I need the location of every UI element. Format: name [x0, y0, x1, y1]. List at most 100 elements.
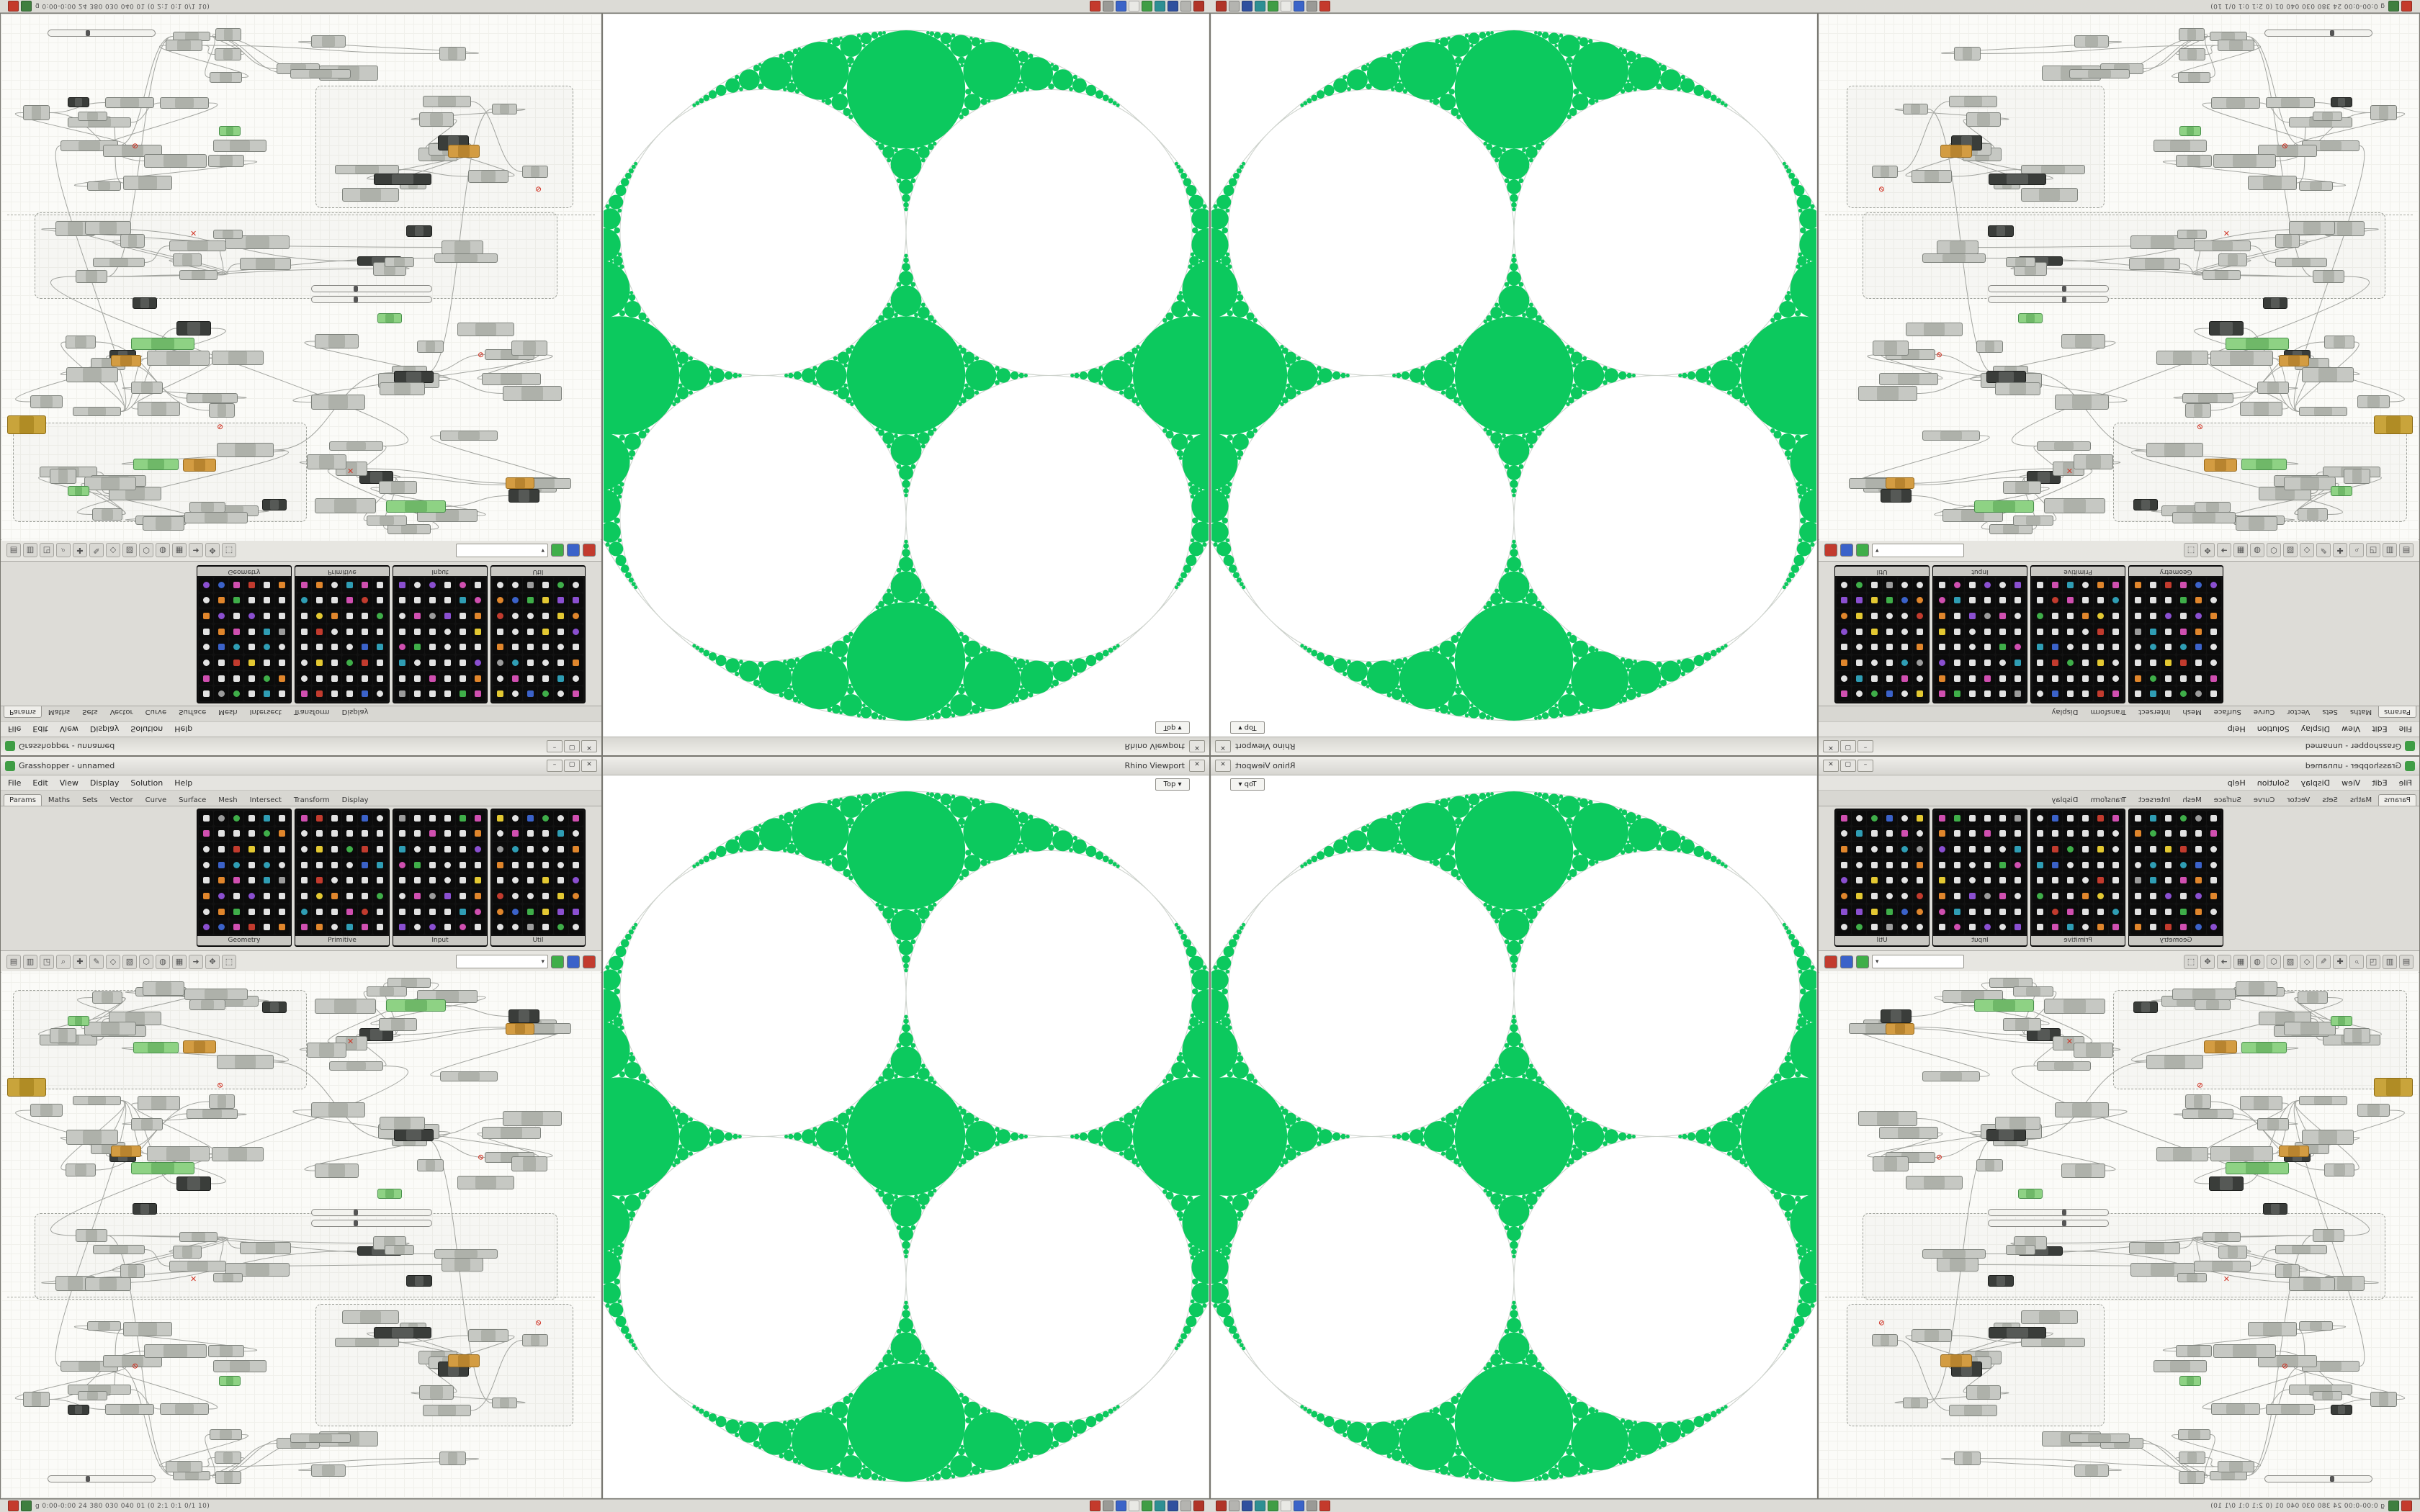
gh-node-orange[interactable] [1940, 145, 1972, 158]
component-icon[interactable] [2048, 670, 2063, 686]
component-icon[interactable] [342, 842, 357, 857]
component-icon[interactable] [410, 842, 425, 857]
component-icon[interactable] [470, 857, 485, 873]
tab-transform[interactable]: Transform [293, 708, 330, 716]
component-icon[interactable] [568, 826, 583, 842]
toolbar-icon-11[interactable]: ➜ [189, 954, 203, 969]
component-icon[interactable] [1897, 608, 1912, 624]
component-icon[interactable] [244, 670, 259, 686]
gh-node[interactable] [215, 28, 241, 41]
component-icon[interactable] [1995, 686, 2010, 701]
component-icon[interactable] [2010, 826, 2025, 842]
component-icon[interactable] [2191, 670, 2206, 686]
tab-curve[interactable]: Curve [2253, 796, 2275, 804]
component-icon[interactable] [1965, 873, 1980, 888]
component-icon[interactable] [342, 904, 357, 919]
component-icon[interactable] [538, 904, 553, 919]
gh-node-dark[interactable] [1986, 371, 2026, 383]
gh-node[interactable] [511, 1156, 547, 1171]
component-icon[interactable] [1912, 624, 1927, 639]
component-icon[interactable] [229, 655, 244, 670]
gh-node[interactable] [1872, 166, 1898, 178]
component-icon[interactable] [470, 639, 485, 655]
component-icon[interactable] [568, 624, 583, 639]
component-icon[interactable] [357, 639, 372, 655]
tab-surface[interactable]: Surface [2213, 708, 2241, 716]
gh-node-orange[interactable] [2204, 459, 2237, 472]
component-icon[interactable] [2191, 888, 2206, 904]
component-icon[interactable] [1980, 888, 1995, 904]
component-icon[interactable] [1882, 639, 1897, 655]
component-icon[interactable] [1867, 904, 1882, 919]
component-icon[interactable] [553, 904, 568, 919]
gh-node[interactable] [329, 1061, 383, 1071]
component-icon[interactable] [312, 608, 327, 624]
gh-node[interactable] [179, 1232, 218, 1242]
component-icon[interactable] [199, 577, 214, 593]
component-icon[interactable] [553, 826, 568, 842]
component-icon[interactable] [1912, 842, 1927, 857]
component-icon[interactable] [553, 919, 568, 935]
gh-node[interactable] [1966, 1385, 2001, 1400]
component-icon[interactable] [568, 873, 583, 888]
tab-curve[interactable]: Curve [145, 708, 167, 716]
component-icon[interactable] [342, 686, 357, 701]
component-icon[interactable] [1980, 624, 1995, 639]
component-icon[interactable] [274, 624, 290, 639]
component-icon[interactable] [470, 842, 485, 857]
gh-node[interactable] [2069, 1434, 2130, 1443]
gh-node[interactable] [2178, 72, 2210, 83]
component-icon[interactable] [2108, 904, 2123, 919]
gh-node[interactable] [240, 1242, 291, 1254]
component-icon[interactable] [2078, 655, 2093, 670]
component-icon[interactable] [1935, 655, 1950, 670]
gh-node[interactable] [442, 240, 483, 254]
component-icon[interactable] [297, 904, 312, 919]
gh-node[interactable] [2302, 1130, 2354, 1145]
gh-node[interactable] [2074, 1043, 2113, 1058]
toolbar-icon-4[interactable]: ✚ [2333, 954, 2347, 969]
gh-node[interactable] [2211, 97, 2260, 109]
component-icon[interactable] [259, 904, 274, 919]
component-icon[interactable] [297, 608, 312, 624]
component-icon[interactable] [244, 888, 259, 904]
component-icon[interactable] [229, 826, 244, 842]
component-icon[interactable] [2093, 670, 2108, 686]
tab-sets[interactable]: Sets [82, 796, 98, 804]
component-icon[interactable] [2130, 670, 2146, 686]
gh-node[interactable] [1912, 170, 1952, 183]
component-icon[interactable] [1882, 873, 1897, 888]
component-icon[interactable] [1897, 857, 1912, 873]
component-icon[interactable] [244, 577, 259, 593]
component-icon[interactable] [1965, 904, 1980, 919]
gh-node[interactable] [2013, 516, 2053, 526]
component-icon[interactable] [395, 655, 410, 670]
toolbar-icon-4[interactable]: ✚ [73, 954, 87, 969]
gh-node[interactable] [440, 431, 498, 441]
component-icon[interactable] [229, 577, 244, 593]
gh-node[interactable] [169, 1261, 226, 1272]
viewport-tab-top[interactable]: Top ▾ [1230, 721, 1265, 734]
app-blue-icon[interactable] [1294, 1500, 1304, 1511]
component-icon[interactable] [2033, 577, 2048, 593]
gh-node[interactable] [213, 230, 243, 239]
menu-display[interactable]: Display [89, 724, 120, 734]
tab-transform[interactable]: Transform [293, 796, 330, 804]
component-icon[interactable] [440, 670, 455, 686]
component-icon[interactable] [2093, 655, 2108, 670]
component-icon[interactable] [1912, 857, 1927, 873]
component-icon[interactable] [244, 624, 259, 639]
component-icon[interactable] [470, 577, 485, 593]
component-icon[interactable] [1837, 577, 1852, 593]
component-icon[interactable] [1837, 826, 1852, 842]
gh-node-dark[interactable] [1881, 1009, 1912, 1023]
component-icon[interactable] [553, 639, 568, 655]
component-icon[interactable] [199, 888, 214, 904]
component-icon[interactable] [455, 655, 470, 670]
gh-node[interactable] [492, 104, 517, 114]
component-icon[interactable] [2078, 577, 2093, 593]
component-icon[interactable] [455, 811, 470, 826]
component-icon[interactable] [2161, 577, 2176, 593]
component-icon[interactable] [214, 811, 229, 826]
component-icon[interactable] [259, 655, 274, 670]
